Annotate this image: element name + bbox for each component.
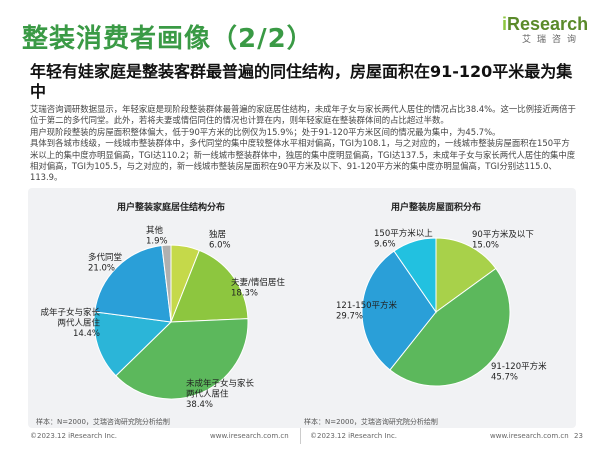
pie-data-label-line: 两代人居住: [186, 389, 229, 400]
chart-title-living-structure: 用户整装家庭居住结构分布: [116, 203, 226, 213]
pie-data-label-line: 其他: [146, 225, 164, 236]
pie-data-label-line: 45.7%: [491, 373, 518, 383]
iresearch-logo: iResearch 艾瑞咨询: [502, 14, 588, 50]
pie-data-label: 多代同堂 21.0%: [88, 252, 122, 274]
pie-data-label-line: 18.3%: [231, 289, 258, 299]
pie-data-label: 独居 6.0%: [209, 229, 231, 251]
pie-data-label: 成年子女与家长两代人居住 14.4%: [40, 307, 100, 339]
pie-data-label-line: 多代同堂: [88, 252, 122, 263]
chart-title-house-area: 用户整装房屋面积分布: [390, 203, 482, 213]
footer-left-url: www.iresearch.com.cn: [210, 432, 289, 440]
chart-note-right: 样本：N=2000，艾瑞咨询研究院分析绘制: [304, 418, 438, 426]
pie-data-label-line: 121-150平方米: [336, 300, 398, 311]
pie-slice-6: [161, 244, 172, 323]
description-paragraph: 用户现阶段整装的房屋面积整体偏大，低于90平方米的比例仅为15.9%；处于91-…: [30, 126, 501, 137]
pie-data-label-line: 29.7%: [336, 312, 363, 322]
page-title: 整装消费者画像（2/2）: [22, 24, 314, 54]
pie-slice-1: [435, 237, 497, 313]
pie-data-label-line: 90平方米及以下: [472, 229, 534, 240]
pie-data-label-line: 14.4%: [73, 329, 100, 339]
logo-text-i: i: [502, 14, 508, 34]
pie-data-label-line: 38.4%: [186, 400, 213, 410]
pie-slice-4: [393, 237, 437, 314]
pie-data-label-line: 成年子女与家长: [40, 307, 100, 318]
pie-data-label: 夫妻/情侣居住 18.3%: [231, 277, 285, 299]
pie-slice-2: [389, 267, 511, 387]
pie-data-label-line: 两代人居住: [57, 318, 100, 329]
pie-slice-4: [93, 311, 173, 377]
pie-slice-5: [94, 244, 172, 323]
footer-left-copyright: ©2023.12 iResearch Inc.: [30, 432, 118, 440]
pie-data-label-line: 9.6%: [374, 240, 396, 250]
pie-data-label: 150平方米以上 9.6%: [374, 228, 433, 250]
description-block: 艾瑞咨询调研数据显示，年轻家庭是现阶段整装群体最普遍的家庭居住结构，未成年子女与…: [30, 104, 578, 184]
pie-slice-3: [115, 318, 249, 400]
pie-slice-2: [170, 249, 249, 323]
page-number: 23: [574, 432, 583, 440]
pie-data-label-line: 6.0%: [209, 241, 231, 251]
description-paragraph: 艾瑞咨询调研数据显示，年轻家庭是现阶段整装群体最普遍的家庭居住结构，未成年子女与…: [30, 104, 576, 126]
pie-data-label-line: 21.0%: [88, 264, 115, 274]
pie-data-label: 121-150平方米 29.7%: [336, 300, 398, 322]
pie-data-label: 91-120平方米 45.7%: [491, 361, 547, 383]
footer-right-copyright: ©2023.12 iResearch Inc.: [310, 432, 398, 440]
pie-data-label: 其他 1.9%: [146, 225, 168, 247]
pie-slice-3: [361, 250, 437, 371]
description-paragraph: 具体到各城市线级，一线城市整装群体中，多代同堂的集中度较整体水平相对偏高，TGI…: [30, 138, 576, 183]
logo-text-main: Research: [507, 14, 589, 34]
pie-data-label-line: 夫妻/情侣居住: [231, 277, 285, 288]
footer-divider: [300, 428, 301, 444]
pie-data-label-line: 150平方米以上: [374, 228, 433, 239]
page-subtitle: 年轻有娃家庭是整装客群最普遍的同住结构，房屋面积在91-120平米最为集中: [30, 62, 573, 101]
pie-data-label-line: 独居: [209, 229, 226, 240]
footer-right-url: www.iresearch.com.cn: [490, 432, 569, 440]
pie-data-label-line: 未成年子女与家长: [186, 378, 255, 389]
chart-note-left: 样本：N=2000，艾瑞咨询研究院分析绘制: [36, 418, 170, 426]
pie-data-label-line: 1.9%: [146, 237, 168, 247]
pie-data-label: 90平方米及以下 15.0%: [472, 229, 534, 251]
logo-text-sub: 艾瑞咨询: [521, 35, 582, 45]
pie-data-label-line: 91-120平方米: [491, 361, 547, 372]
pie-data-label: 未成年子女与家长两代人居住 38.4%: [186, 378, 255, 410]
pie-data-label-line: 15.0%: [472, 241, 499, 251]
